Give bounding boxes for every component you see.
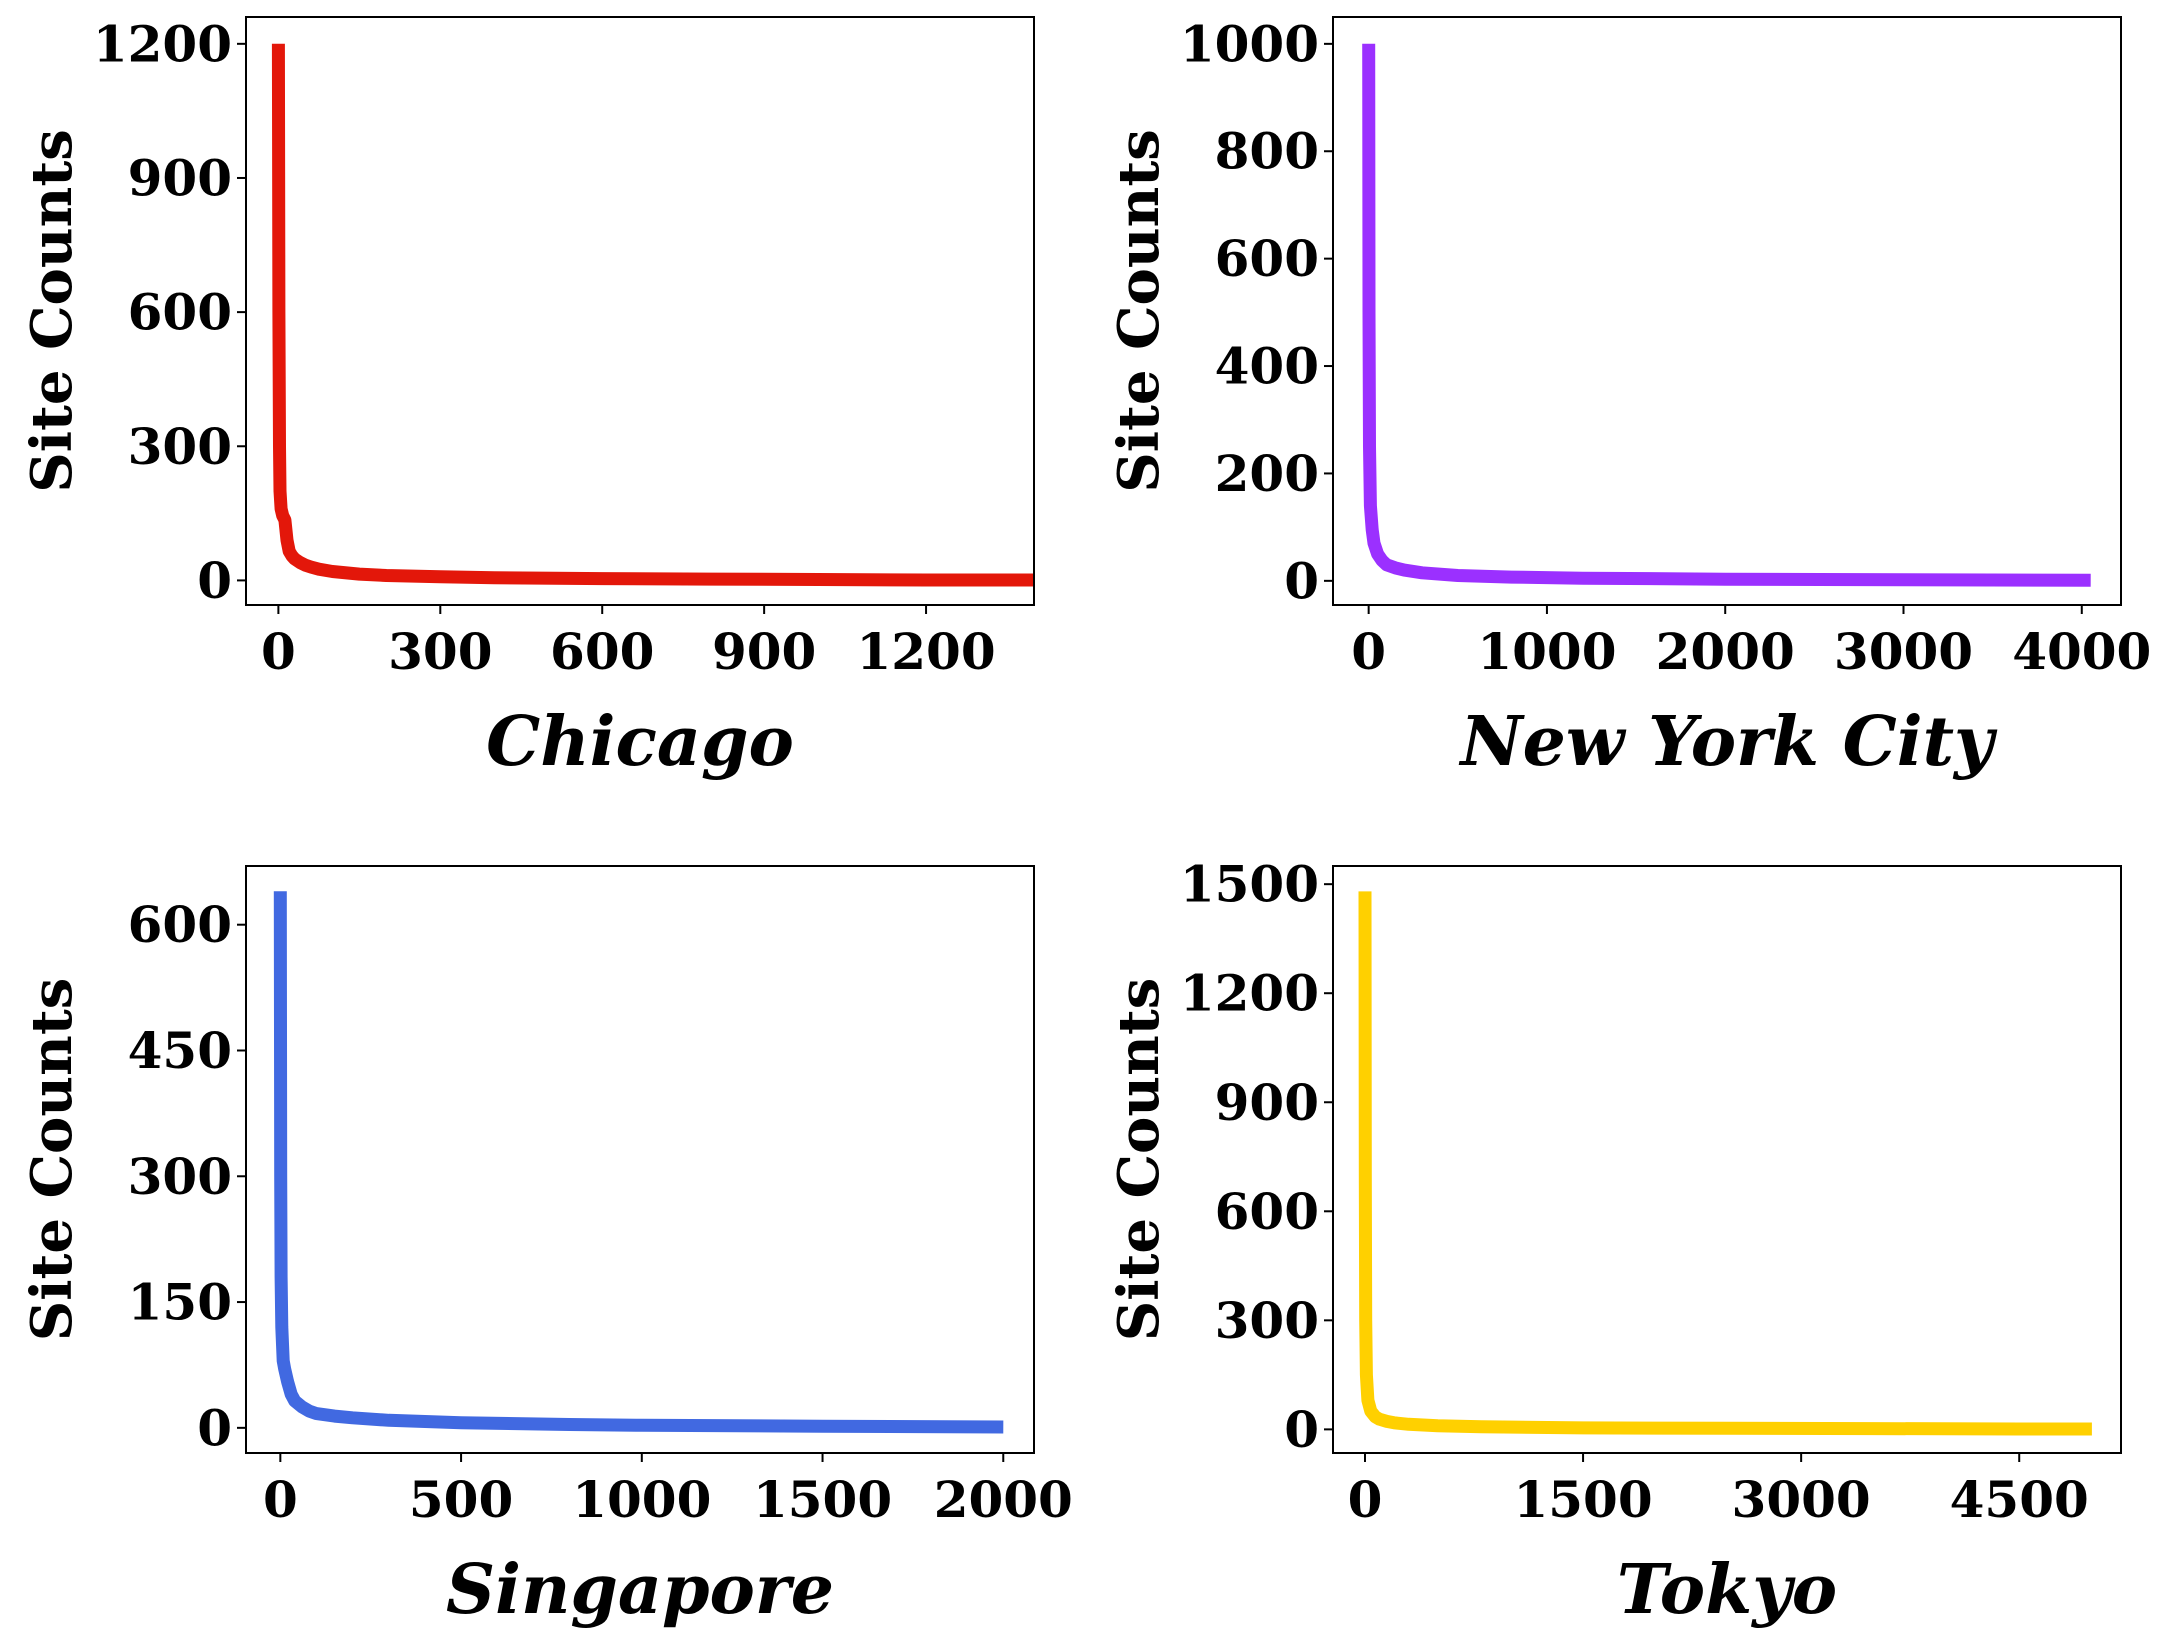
y-tick-label: 0 xyxy=(1284,1400,1319,1459)
y-tick-label: 800 xyxy=(1215,122,1319,181)
y-tick-label: 1200 xyxy=(93,14,232,73)
x-axis-label: Singapore xyxy=(446,1550,834,1630)
x-tick-label: 4000 xyxy=(2012,622,2151,681)
x-tick-label: 600 xyxy=(550,622,654,681)
chart-panel-2: 0 500 1000 1500 2000 0 150 300 450 600 Site Counts… xyxy=(19,865,1073,1630)
x-tick-label: 2000 xyxy=(1656,622,1795,681)
y-tick-label: 600 xyxy=(1215,1182,1319,1241)
y-axis-label: Site Counts xyxy=(1106,978,1172,1341)
x-tick-label: 0 xyxy=(1351,622,1386,681)
y-tick-label: 400 xyxy=(1215,337,1319,396)
y-axis-label: Site Counts xyxy=(19,129,85,492)
x-tick-label: 1000 xyxy=(572,1470,711,1529)
y-tick-label: 300 xyxy=(128,1147,232,1206)
plot-frame xyxy=(245,865,1035,1454)
y-tick-label: 0 xyxy=(1284,551,1319,610)
x-tick-label: 4500 xyxy=(1950,1470,2089,1529)
x-tick-label: 1200 xyxy=(856,622,995,681)
y-axis-label: Site Counts xyxy=(1106,129,1172,492)
chart-panel-3: 0 1500 3000 4500 0 300 600 900 1200 1500 Site Coun… xyxy=(1106,855,2122,1630)
plot-frame xyxy=(245,16,1035,606)
x-tick-label: 500 xyxy=(409,1470,513,1529)
x-axis-label: New York City xyxy=(1458,702,1998,782)
y-tick-label: 0 xyxy=(197,551,232,610)
y-tick-label: 1500 xyxy=(1180,855,1319,914)
series-line-3-0 xyxy=(1358,891,2092,1436)
x-tick-label: 2000 xyxy=(934,1470,1073,1529)
x-tick-label: 0 xyxy=(263,1470,298,1529)
x-axis-label: Tokyo xyxy=(1617,1550,1837,1630)
y-tick-label: 300 xyxy=(1215,1291,1319,1350)
y-tick-label: 200 xyxy=(1215,444,1319,503)
x-tick-label: 1500 xyxy=(1513,1470,1652,1529)
y-tick-label: 450 xyxy=(128,1021,232,1080)
x-tick-label: 900 xyxy=(712,622,816,681)
x-tick-label: 3000 xyxy=(1732,1470,1871,1529)
y-tick-label: 150 xyxy=(128,1273,232,1332)
y-tick-label: 1000 xyxy=(1180,14,1319,73)
y-tick-label: 900 xyxy=(128,148,232,207)
y-tick-label: 0 xyxy=(197,1398,232,1457)
x-tick-label: 3000 xyxy=(1834,622,1973,681)
x-axis-label: Chicago xyxy=(486,702,794,782)
y-tick-label: 900 xyxy=(1215,1073,1319,1132)
x-tick-label: 1500 xyxy=(753,1470,892,1529)
y-tick-label: 1200 xyxy=(1180,964,1319,1023)
x-tick-label: 1000 xyxy=(1477,622,1616,681)
plot-frame xyxy=(1332,865,2122,1454)
x-tick-label: 0 xyxy=(1348,1470,1383,1529)
x-tick-label: 300 xyxy=(388,622,492,681)
series-line-2-0 xyxy=(273,891,1004,1434)
series-line-0-0 xyxy=(271,43,1034,587)
plot-frame xyxy=(1332,16,2122,606)
y-tick-label: 600 xyxy=(128,283,232,342)
y-tick-label: 600 xyxy=(1215,229,1319,288)
x-tick-label: 0 xyxy=(261,622,296,681)
y-tick-label: 600 xyxy=(128,895,232,954)
y-axis-label: Site Counts xyxy=(19,978,85,1341)
y-tick-label: 300 xyxy=(128,417,232,476)
series-line-1-0 xyxy=(1362,43,2091,587)
